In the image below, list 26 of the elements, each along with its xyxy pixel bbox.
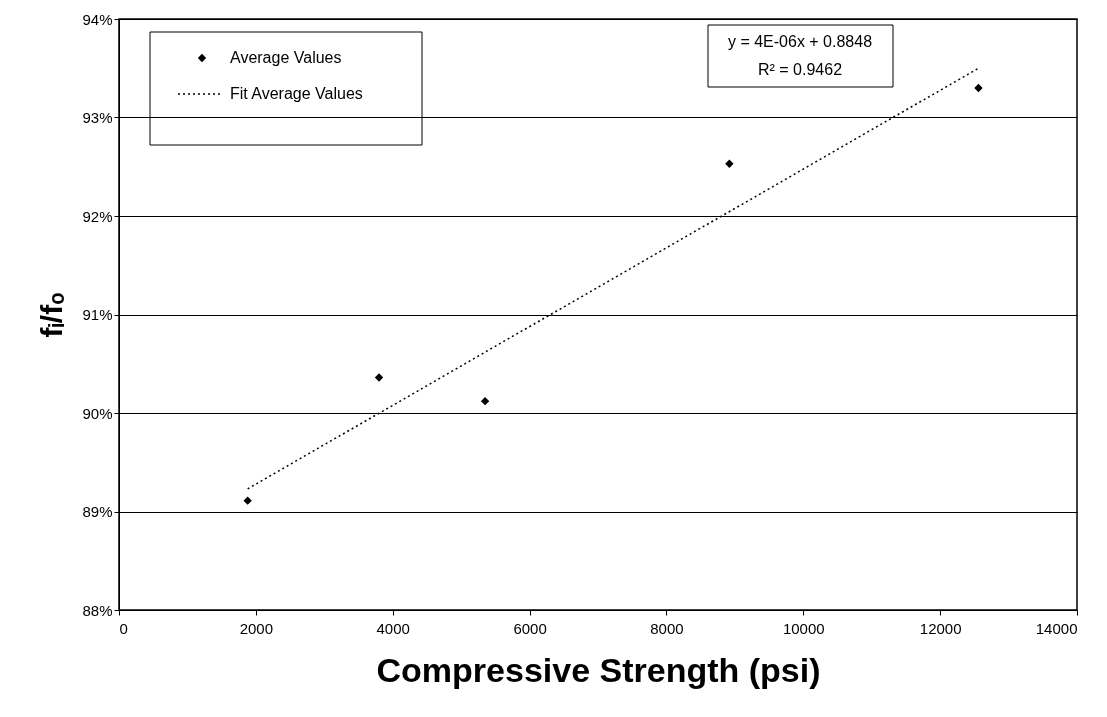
point: [374, 373, 384, 382]
y-tick-label: 89%: [82, 503, 113, 520]
y-tick-label: 88%: [82, 601, 113, 619]
y-tick-label: 94%: [82, 10, 113, 28]
legend-label: Average Values: [230, 49, 342, 66]
point: [725, 159, 734, 168]
annotation: R² = 0.9462: [757, 61, 843, 78]
y-tick-label: 93%: [82, 109, 113, 126]
x-axis-title: Compressive Strength (psi): [376, 650, 821, 689]
y-axis-title: fᵢ/fₒ: [35, 292, 69, 338]
point: [243, 496, 252, 505]
y-tick-label: 92%: [82, 207, 113, 225]
x-tick-label: 0: [119, 619, 128, 637]
point: [974, 83, 983, 93]
y-tick-label: 91%: [82, 306, 113, 323]
x-tick-label: 14000: [1035, 619, 1078, 637]
point: [480, 397, 490, 406]
annotation: y = 4E-06x + 0.8848: [727, 33, 873, 50]
y-tick-label: 90%: [82, 404, 113, 422]
x-tick-label: 6000: [513, 619, 547, 637]
x-tick-label: 12000: [919, 619, 962, 637]
x-tick-label: 8000: [650, 619, 684, 637]
x-tick-label: 2000: [239, 619, 274, 637]
x-tick-label: 10000: [782, 619, 825, 637]
x-tick-label: 4000: [376, 619, 410, 637]
legend-label: Fit Average Values: [230, 85, 363, 102]
